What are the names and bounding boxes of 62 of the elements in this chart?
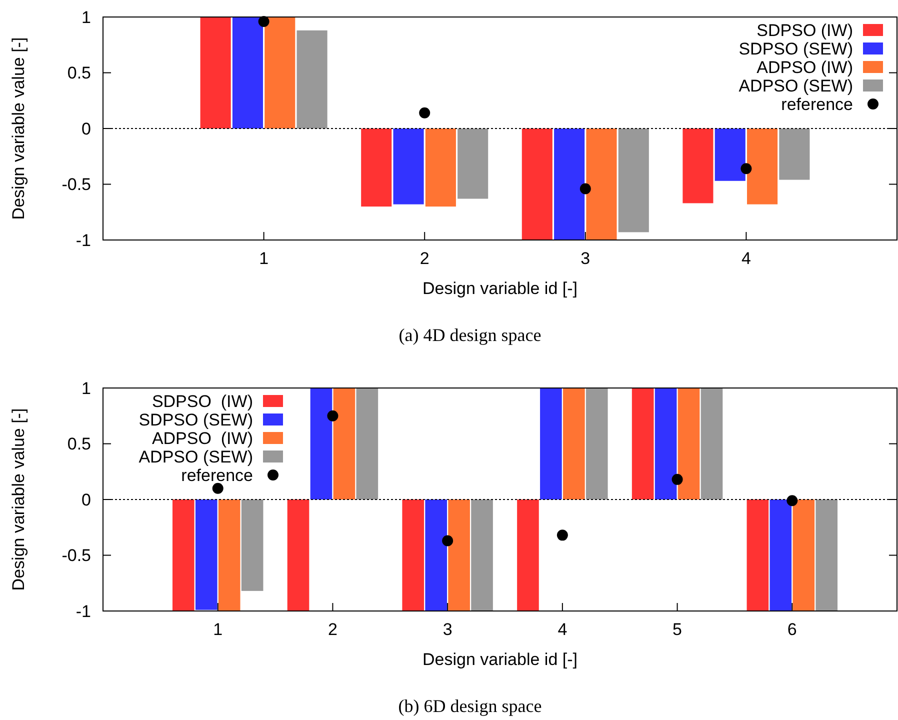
bar bbox=[586, 128, 617, 240]
bar bbox=[458, 128, 488, 199]
point bbox=[419, 107, 430, 118]
y-tick-label: 0 bbox=[82, 119, 91, 138]
x-tick-label: 2 bbox=[328, 620, 338, 639]
x-tick-label: 1 bbox=[213, 620, 223, 639]
y-tick-label: -1 bbox=[76, 602, 91, 621]
legend-label: SDPSO (SEW) bbox=[138, 410, 253, 430]
legend-label: reference bbox=[181, 466, 253, 485]
bar bbox=[296, 30, 328, 128]
y-tick-label: 1 bbox=[82, 378, 91, 398]
x-tick-label: 3 bbox=[580, 249, 590, 268]
y-tick-label: 0.5 bbox=[67, 64, 91, 83]
legend-label: SDPSO (IW) bbox=[152, 392, 253, 411]
legend-label: SDPSO (IW) bbox=[756, 20, 853, 40]
x-tick-label: 6 bbox=[787, 620, 797, 639]
legend-label: reference bbox=[781, 94, 853, 114]
point bbox=[212, 482, 224, 494]
bar bbox=[714, 128, 746, 181]
x-axis-title: Design variable id [-] bbox=[422, 279, 578, 298]
legend-label: ADPSO (IW) bbox=[152, 428, 253, 448]
x-tick-label: 1 bbox=[259, 249, 269, 268]
bar bbox=[747, 128, 778, 204]
bar bbox=[361, 128, 392, 207]
bar bbox=[618, 128, 649, 232]
bar bbox=[779, 128, 810, 180]
bar bbox=[393, 128, 424, 204]
bar bbox=[425, 128, 456, 207]
point bbox=[580, 183, 591, 194]
x-tick-label: 5 bbox=[672, 620, 682, 639]
bar bbox=[232, 17, 263, 128]
text: (b) 6D design space bbox=[398, 696, 542, 716]
point bbox=[258, 16, 270, 27]
bar bbox=[522, 128, 552, 240]
bar bbox=[682, 128, 714, 204]
x-tick-label: 3 bbox=[442, 620, 452, 639]
text: (a) 4D design space bbox=[398, 325, 542, 345]
y-axis-title: Design variable value [-] bbox=[9, 37, 28, 220]
bar bbox=[200, 17, 231, 128]
y-tick-label: 0.5 bbox=[67, 434, 91, 454]
y-tick-label: -0.5 bbox=[62, 546, 91, 566]
point bbox=[672, 474, 683, 485]
legend-label: ADPSO (IW) bbox=[756, 58, 853, 77]
x-tick-label: 4 bbox=[741, 249, 751, 268]
y-tick-label: -1 bbox=[76, 230, 91, 250]
x-tick-label: 4 bbox=[558, 620, 568, 639]
y-axis-title: Design variable value [-] bbox=[9, 408, 28, 591]
y-tick-label: 1 bbox=[82, 8, 91, 27]
legend-label: SDPSO (SEW) bbox=[738, 39, 853, 58]
legend-label: ADPSO (SEW) bbox=[738, 76, 853, 96]
point bbox=[740, 163, 752, 174]
x-axis-title: Design variable id [-] bbox=[422, 650, 578, 669]
legend-label: ADPSO (SEW) bbox=[138, 447, 253, 466]
point bbox=[556, 530, 568, 541]
y-tick-label: 0 bbox=[82, 490, 91, 510]
bar bbox=[554, 128, 585, 240]
y-tick-label: -0.5 bbox=[62, 175, 91, 194]
x-tick-label: 2 bbox=[420, 249, 430, 268]
point bbox=[442, 535, 454, 546]
point bbox=[786, 495, 798, 506]
point bbox=[327, 410, 338, 422]
bar bbox=[264, 17, 296, 128]
